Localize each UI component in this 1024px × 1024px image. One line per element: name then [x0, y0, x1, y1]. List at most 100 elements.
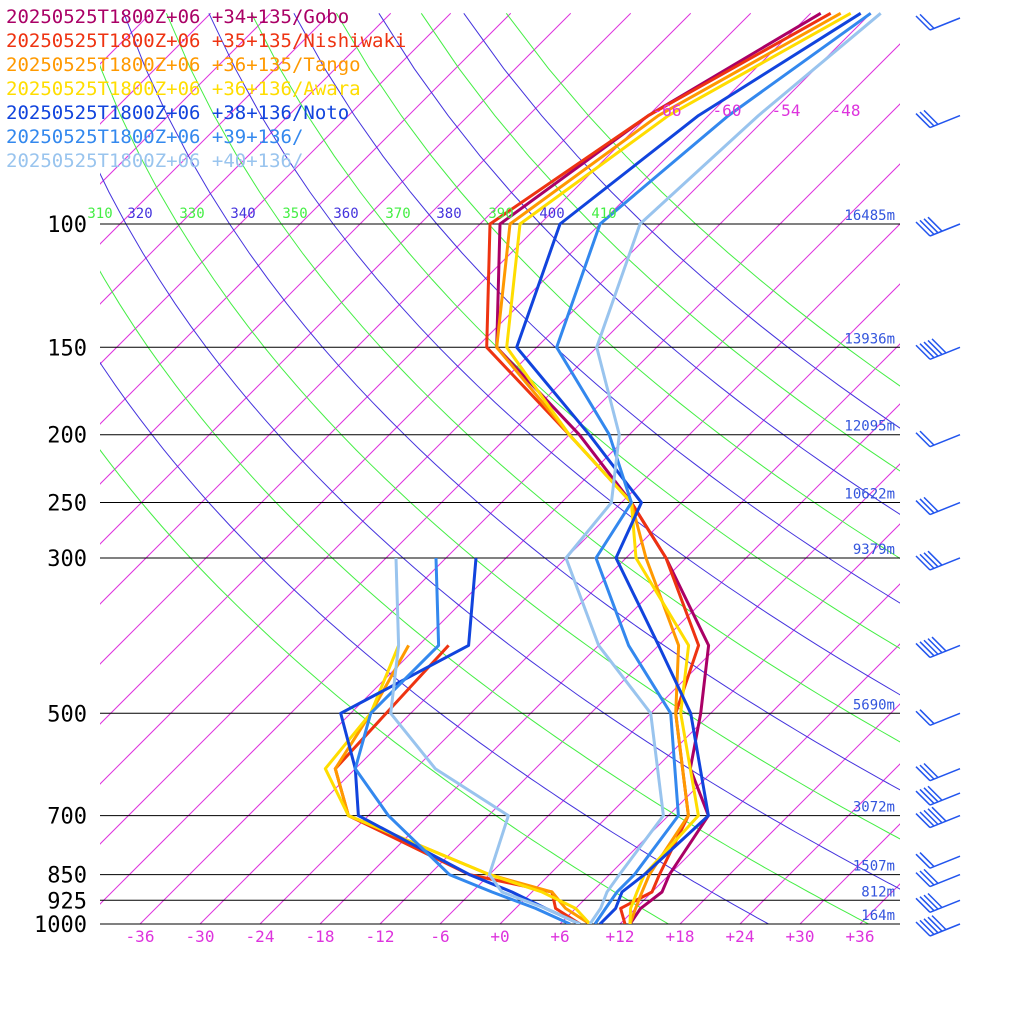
theta-label: 370 [385, 206, 410, 222]
upper-temperature-label: -66 [653, 101, 682, 120]
dry-adiabat [100, 361, 770, 924]
wind-barb-flag [923, 341, 939, 357]
wind-barb-staff [929, 346, 961, 360]
wind-barb [915, 430, 961, 448]
isotherm-line [559, 583, 900, 924]
dewpoint-profile [339, 557, 581, 924]
theta-label: 320 [127, 206, 152, 222]
temperature-tick-label: -12 [366, 927, 395, 946]
dewpoint-profile [389, 557, 581, 924]
wind-barb-flag [927, 638, 943, 654]
temperature-tick-label: +6 [550, 927, 569, 946]
wind-barb-staff [929, 501, 961, 516]
temperature-tick-label: +0 [490, 927, 509, 946]
isotherm-line [980, 13, 1024, 924]
wind-barb-flag [919, 788, 935, 804]
wind-barb [915, 636, 961, 659]
pressure-label: 925 [47, 889, 87, 914]
temperature-profile [505, 11, 852, 924]
isotherm-line [100, 12, 572, 485]
dry-adiabat [100, 172, 900, 890]
wind-barb-flag [923, 894, 939, 910]
sounding-profiles [323, 11, 882, 924]
isotherm-line [920, 13, 1024, 924]
wind-barb-staff [929, 768, 961, 782]
wind-barb-flag [915, 344, 931, 360]
temperature-tick-label: +12 [606, 927, 635, 946]
wind-barb [915, 785, 961, 806]
wind-barb-flag [915, 921, 931, 937]
wind-barb-flag [923, 787, 939, 803]
wind-barb [915, 216, 961, 237]
wind-barb [915, 892, 961, 913]
wind-barb-flag [927, 808, 943, 824]
wind-barb-staff [929, 814, 961, 829]
isobars [100, 223, 900, 925]
wind-barb-flag [923, 552, 939, 568]
isotherm-line [100, 12, 512, 425]
wind-barb [915, 852, 961, 869]
wind-barb [915, 13, 961, 31]
dry-adiabat [505, 12, 900, 387]
isotherm-line [799, 823, 900, 924]
theta-label: 380 [436, 206, 461, 222]
wind-barb-staff [929, 792, 961, 806]
theta-label: 350 [282, 206, 307, 222]
height-label: 812m [861, 884, 895, 900]
wind-barb-flag [923, 109, 939, 125]
theta-label: 340 [230, 206, 255, 222]
dry-adiabat [165, 13, 900, 743]
wind-barb-flag [919, 764, 935, 780]
wind-barb-flag [927, 892, 943, 909]
wind-barb-flag [915, 642, 931, 658]
theta-label: 410 [591, 206, 616, 222]
dewpoint-profile [353, 557, 571, 924]
wind-barb-flag [915, 432, 931, 448]
wind-barb-flag [919, 709, 935, 725]
dry-adiabat [335, 13, 900, 559]
legend: 20250525T1800Z+06 +34+135/Gobo 20250525T1… [6, 6, 406, 172]
legend-entry: 20250525T1800Z+06 +34+135/Gobo [6, 6, 349, 28]
pressure-label: 300 [47, 547, 87, 572]
isotherm-line [100, 12, 872, 785]
isotherm-line [319, 343, 900, 924]
wind-barb-flag [923, 496, 939, 512]
wind-barb-flag [923, 218, 939, 234]
theta-label: 330 [179, 206, 204, 222]
wind-barb-flag [915, 872, 931, 888]
height-label: 1507m [853, 859, 895, 875]
dry-adiabat [293, 13, 900, 604]
pressure-label: 150 [47, 336, 87, 361]
wind-barb-flag [931, 338, 947, 354]
wind-barb-flag [915, 221, 931, 237]
isotherm-line [139, 163, 900, 924]
temperature-profile [495, 12, 822, 924]
temperature-tick-label: -30 [186, 927, 215, 946]
wind-barb [915, 762, 961, 782]
wind-barbs [915, 13, 961, 937]
wind-barb-flag [915, 766, 931, 782]
isotherm-line [100, 43, 900, 845]
wind-barb [915, 550, 961, 571]
legend-entry: 20250525T1800Z+06 +38+136/Noto [6, 102, 349, 124]
wind-barb-flag [927, 550, 943, 566]
wind-barb-staff [929, 114, 961, 129]
isotherm-line [100, 12, 632, 545]
height-label: 12095m [844, 419, 895, 435]
wind-barb [915, 338, 961, 360]
temperature-tick-label: +36 [846, 927, 875, 946]
theta-label: 360 [333, 206, 358, 222]
upper-temperature-label: -60 [713, 101, 742, 120]
wind-barb-flag [931, 915, 947, 931]
isotherm-line [100, 12, 392, 305]
isotherm-line [439, 463, 900, 924]
isotherm-line [499, 523, 900, 924]
temperature-tick-label: +30 [786, 927, 815, 946]
legend-entry: 20250525T1800Z+06 +40+136/ [6, 150, 303, 172]
wind-barb-flag [915, 15, 931, 31]
wind-barb-staff [929, 434, 961, 448]
temperature-tick-label: -24 [246, 927, 275, 946]
wind-barb [915, 868, 961, 888]
